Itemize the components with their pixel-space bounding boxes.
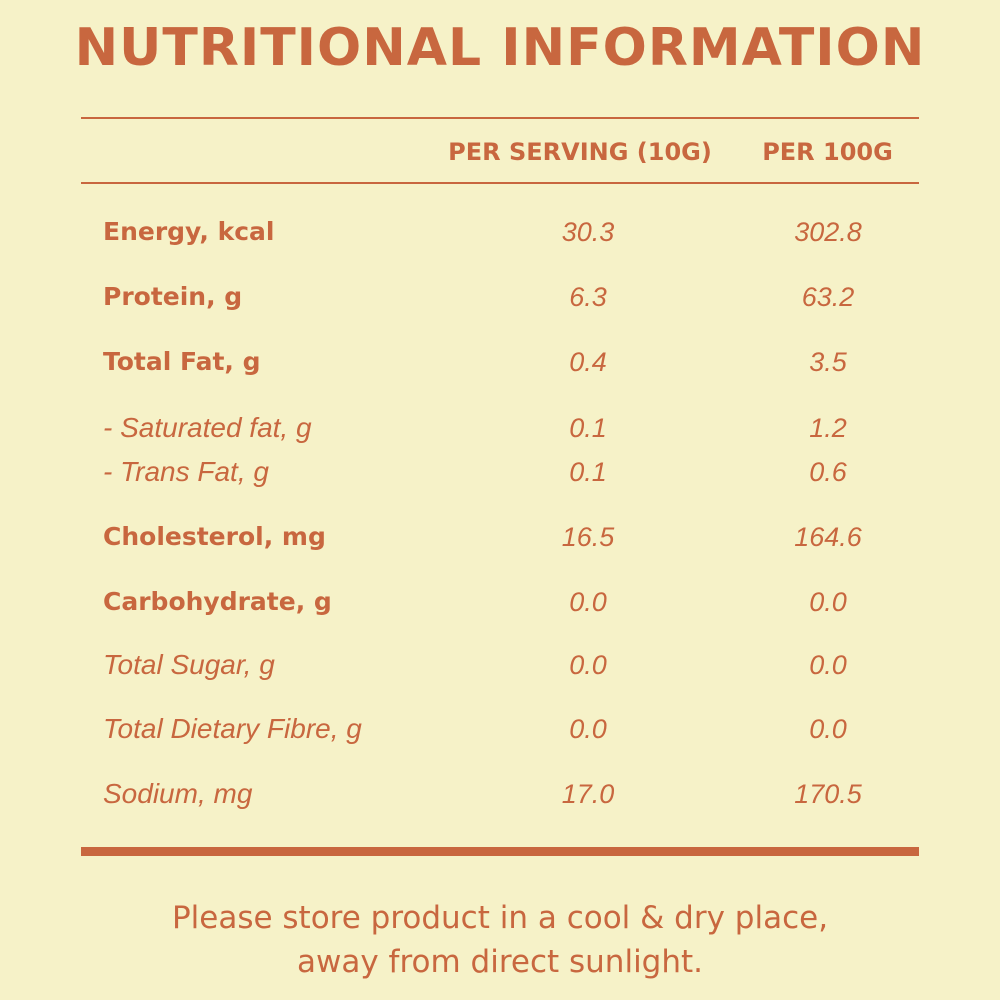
table-row-total-fat: Total Fat, g 0.4 3.5 (0, 342, 1000, 382)
column-header-per-100g: PER 100G (762, 138, 893, 166)
table-row-saturated-fat: - Saturated fat, g 0.1 1.2 (0, 408, 1000, 448)
row-label: Sodium, mg (103, 778, 253, 809)
table-row-sodium: Sodium, mg 17.0 170.5 (0, 774, 1000, 814)
table-row-trans-fat: - Trans Fat, g 0.1 0.6 (0, 452, 1000, 492)
row-label: Total Fat, g (103, 347, 261, 376)
row-label: - Saturated fat, g (103, 412, 312, 443)
per-serving-value: 0.0 (569, 650, 607, 680)
header-bottom-divider (81, 182, 919, 184)
row-label: - Trans Fat, g (103, 456, 269, 487)
table-row-protein: Protein, g 6.3 63.2 (0, 277, 1000, 317)
per-100g-value: 170.5 (794, 779, 862, 809)
per-100g-value: 1.2 (809, 413, 847, 443)
table-bottom-divider (81, 847, 919, 856)
storage-note: Please store product in a cool & dry pla… (0, 896, 1000, 984)
page-title: NUTRITIONAL INFORMATION (74, 18, 926, 78)
row-label: Total Sugar, g (103, 649, 275, 680)
per-100g-value: 0.6 (809, 457, 847, 487)
per-serving-value: 16.5 (561, 522, 615, 552)
storage-note-line-2: away from direct sunlight. (296, 944, 704, 980)
per-100g-value: 0.0 (809, 714, 847, 744)
row-label: Protein, g (103, 282, 243, 311)
per-100g-value: 0.0 (809, 587, 847, 617)
per-serving-value: 6.3 (569, 282, 607, 312)
per-100g-value: 3.5 (809, 347, 847, 377)
table-row-total-sugar: Total Sugar, g 0.0 0.0 (0, 645, 1000, 685)
table-row-energy: Energy, kcal 30.3 302.8 (0, 212, 1000, 252)
table-row-carbohydrate: Carbohydrate, g 0.0 0.0 (0, 582, 1000, 622)
per-serving-value: 0.1 (569, 457, 607, 487)
table-row-dietary-fibre: Total Dietary Fibre, g 0.0 0.0 (0, 709, 1000, 749)
per-serving-value: 0.0 (569, 587, 607, 617)
per-100g-value: 302.8 (794, 217, 862, 247)
per-serving-value: 17.0 (561, 779, 615, 809)
row-label: Carbohydrate, g (103, 587, 332, 616)
column-header-per-serving: PER SERVING (10G) (448, 138, 712, 166)
per-serving-value: 30.3 (561, 217, 615, 247)
per-serving-value: 0.4 (569, 347, 607, 377)
row-label: Total Dietary Fibre, g (103, 713, 362, 744)
per-100g-value: 0.0 (809, 650, 847, 680)
per-100g-value: 63.2 (801, 282, 855, 312)
row-label: Cholesterol, mg (103, 522, 326, 551)
header-top-divider (81, 117, 919, 119)
per-100g-value: 164.6 (794, 522, 862, 552)
per-serving-value: 0.1 (569, 413, 607, 443)
storage-note-line-1: Please store product in a cool & dry pla… (171, 900, 829, 936)
row-label: Energy, kcal (103, 217, 275, 246)
table-row-cholesterol: Cholesterol, mg 16.5 164.6 (0, 517, 1000, 557)
per-serving-value: 0.0 (569, 714, 607, 744)
